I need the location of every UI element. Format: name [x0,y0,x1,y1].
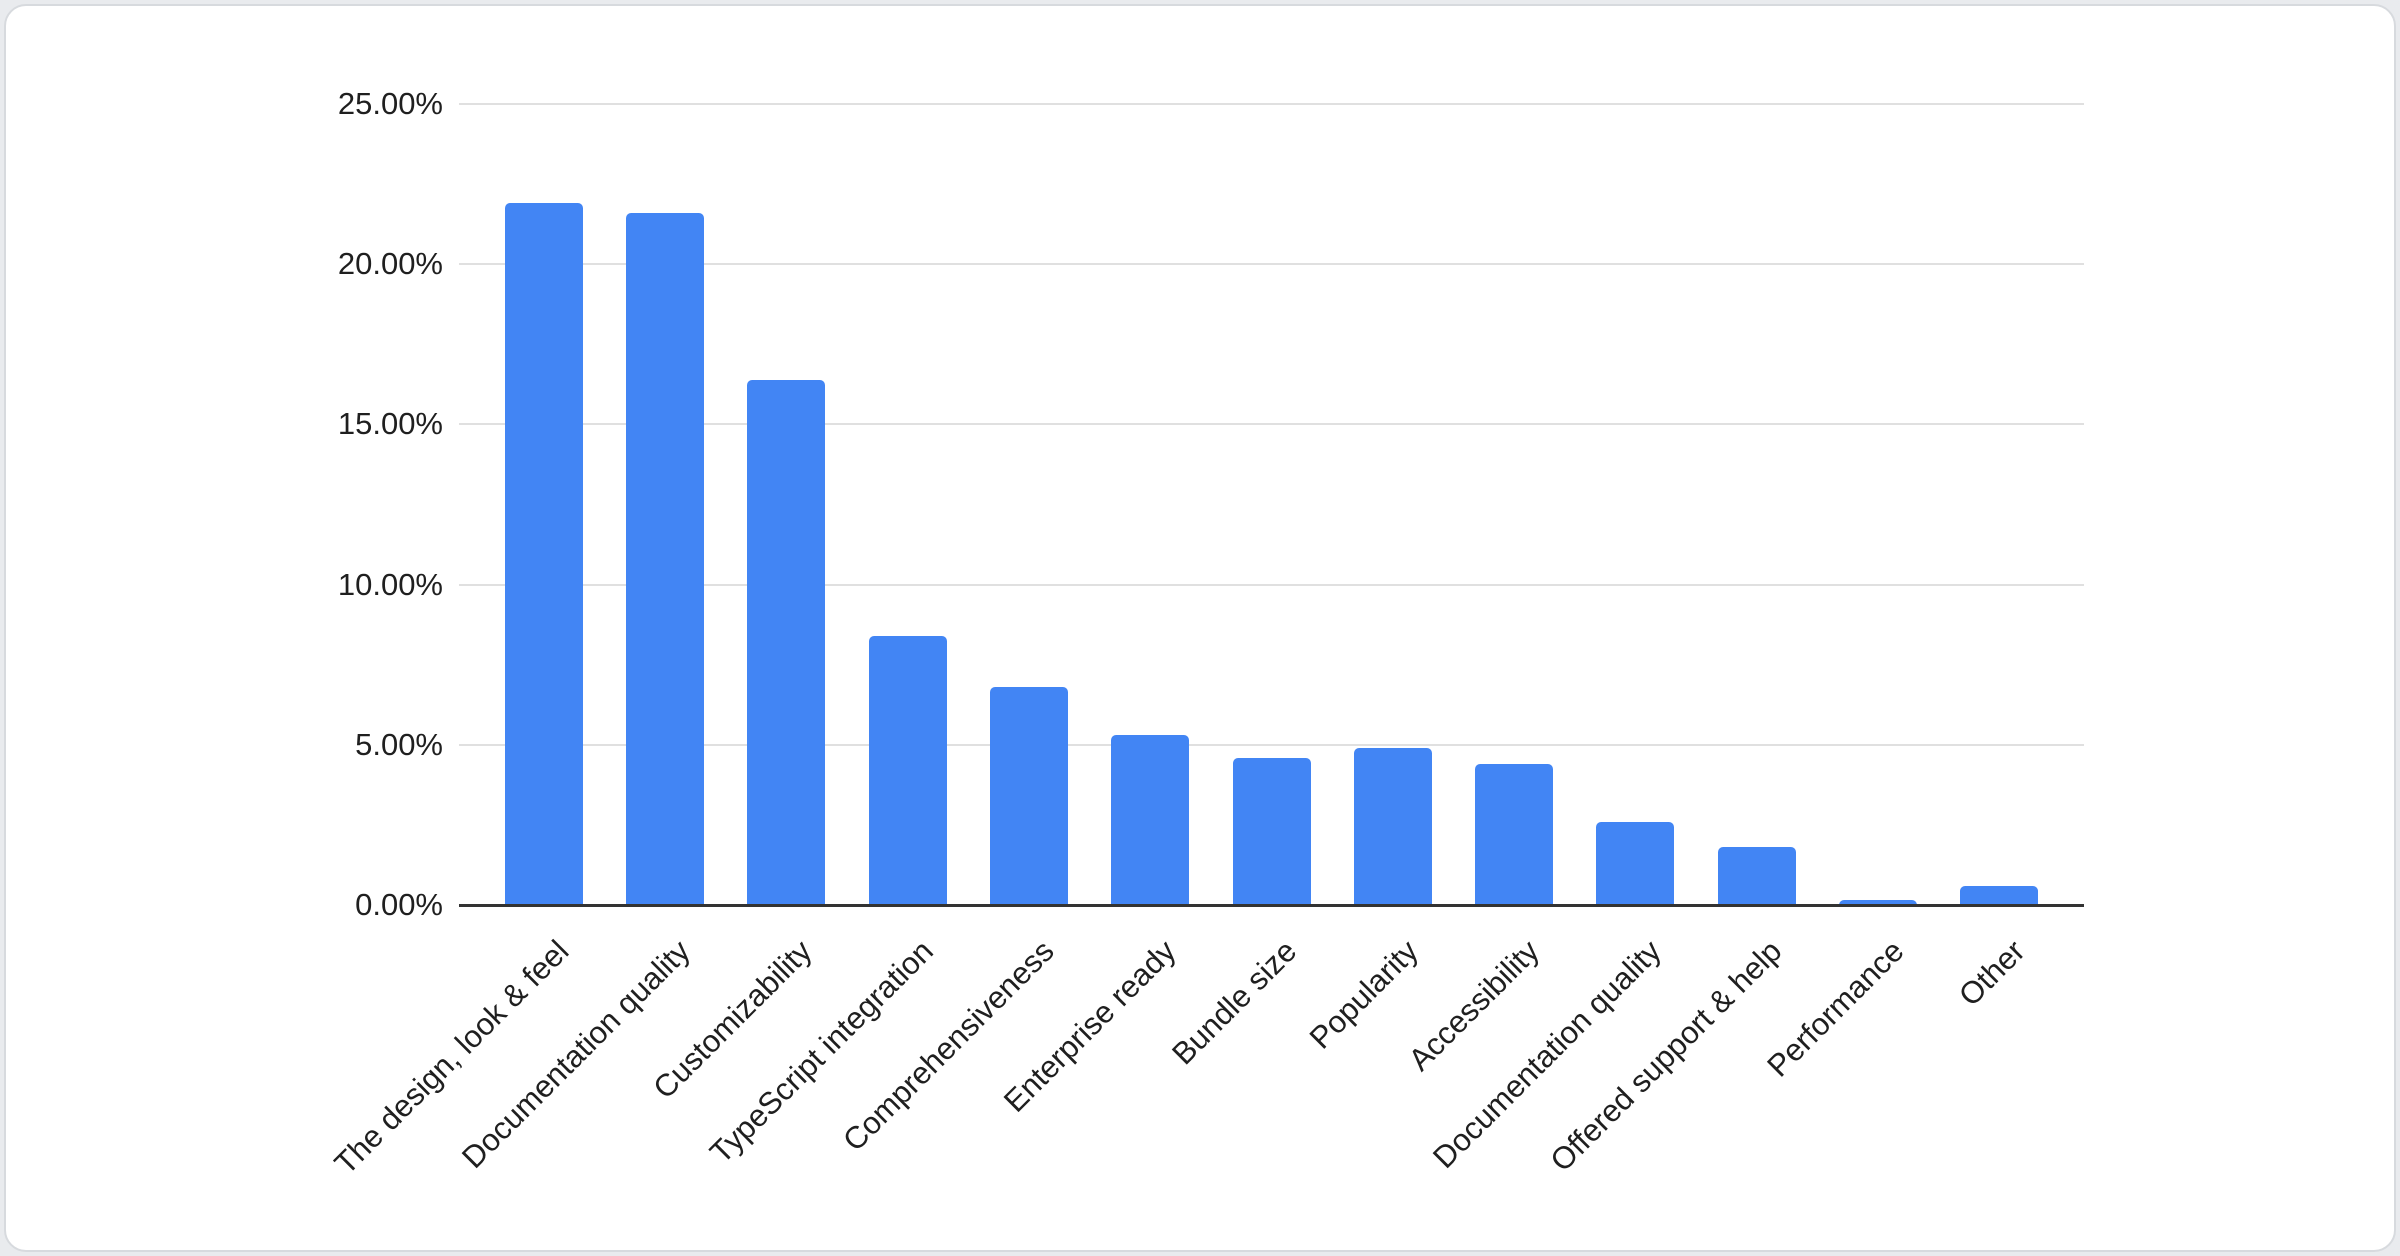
bar[interactable] [868,635,947,905]
bar[interactable] [504,203,583,905]
bar[interactable] [1111,735,1190,905]
bar[interactable] [1232,757,1311,905]
x-axis-category-label: TypeScript integration [702,933,940,1171]
bar[interactable] [1475,764,1554,905]
y-axis-tick-label: 5.00% [355,726,443,762]
bar[interactable] [1353,748,1432,905]
x-axis-line [459,903,2084,907]
gridline [459,263,2084,266]
x-axis-category-label: The design, look & feel [327,933,576,1182]
bar[interactable] [625,212,704,905]
y-axis-tick-label: 0.00% [355,887,443,922]
gridline [459,743,2084,746]
x-axis-category-label: Comprehensiveness [836,933,1061,1158]
bar[interactable] [1839,900,1918,905]
y-axis-tick-label: 15.00% [337,406,443,442]
y-axis-tick-label: 20.00% [337,246,443,282]
bar[interactable] [747,379,826,905]
bar[interactable] [1717,847,1796,905]
bar[interactable] [989,687,1068,905]
gridline [459,583,2084,586]
y-axis-tick-label: 25.00% [337,86,443,121]
x-axis-category-label: Offered support & help [1543,933,1789,1179]
gridline [459,103,2084,105]
bar[interactable] [1960,885,2039,905]
plot-area [459,103,2084,907]
x-axis-category-label: Documentation quality [1425,933,1668,1175]
x-axis-category-label: Bundle size [1165,933,1304,1072]
bar[interactable] [1596,821,1675,905]
gridline [459,423,2084,426]
chart-card: 25.00% 20.00% 15.00% 10.00% 5.00% 0.00% The d… [4,4,2396,1252]
x-axis-category-label: Popularity [1302,933,1425,1056]
y-axis-tick-label: 10.00% [337,566,443,602]
x-axis-category-label: Documentation quality [455,933,698,1175]
x-axis-category-label: Other [1951,933,2032,1013]
